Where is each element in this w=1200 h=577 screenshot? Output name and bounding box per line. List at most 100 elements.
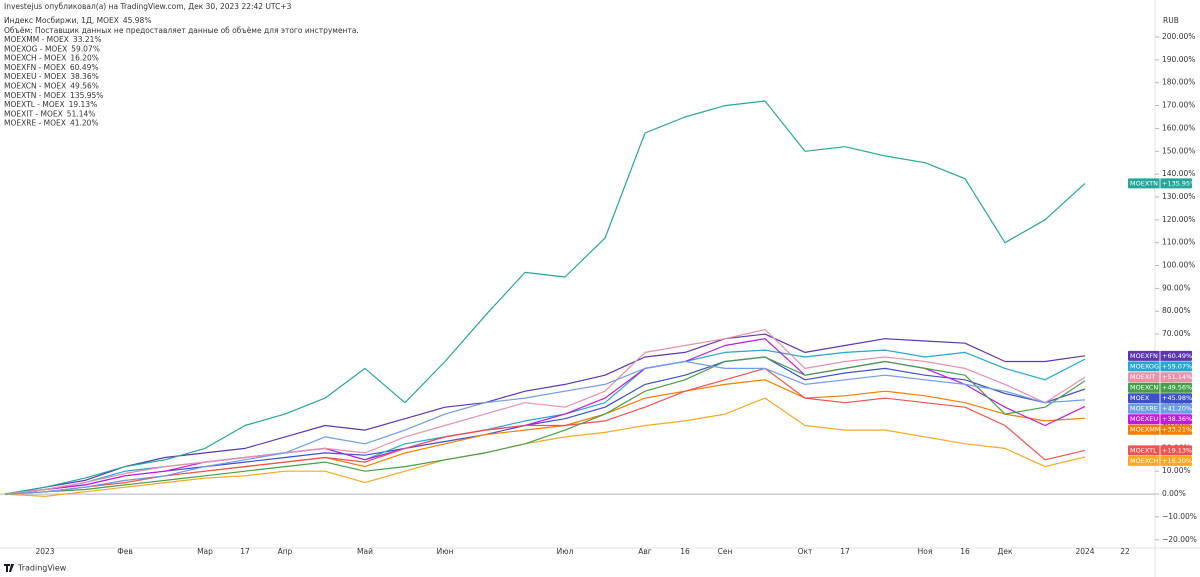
x-tick-label: Июн: [437, 547, 454, 556]
y-tick-label: 180.00%: [1162, 78, 1195, 87]
y-tick-label: 170.00%: [1162, 101, 1195, 110]
y-tick-label: 150.00%: [1162, 146, 1195, 155]
x-tick-label: Авг: [638, 547, 652, 556]
end-tag-value: +51.14%: [1162, 373, 1192, 381]
end-tag: MOEXOG +59.07%: [1128, 361, 1192, 372]
legend-entry: MOEXRE - MOEX 41.20%: [4, 119, 99, 128]
x-tick-label: Май: [357, 547, 373, 556]
legend-entry: MOEXCN - MOEX 49.56%: [4, 82, 99, 91]
x-tick-label: 16: [960, 547, 970, 556]
y-tick-label: 120.00%: [1162, 215, 1195, 224]
legend-name: MOEXIT - MOEX: [4, 109, 63, 118]
brand: TradingView: [17, 564, 67, 573]
end-tag-name: MOEXTL: [1130, 446, 1157, 454]
end-tag-name: MOEXFN: [1130, 352, 1158, 360]
legend-value: 41.20%: [70, 119, 99, 128]
legend-entry: Индекс Мосбиржи, 1Д, MOEX 45.98%: [4, 16, 151, 25]
legend-entry: MOEXMM - MOEX 33.21%: [4, 35, 102, 44]
end-tag: MOEXIT +51.14%: [1128, 372, 1192, 383]
volume-note: Объём: Поставщик данных не предоставляет…: [4, 26, 359, 35]
end-tag-name: MOEXOG: [1130, 362, 1159, 370]
x-tick-label: 17: [840, 547, 850, 556]
series-line: [4, 360, 1086, 495]
series-line: [4, 100, 1086, 495]
y-tick-label: 70.00%: [1162, 329, 1191, 338]
legend-name: MOEXCH - MOEX: [4, 54, 66, 63]
end-tag: MOEXRE +41.20%: [1128, 403, 1192, 414]
legend-entry: MOEXEU - MOEX 38.36%: [4, 72, 99, 81]
end-tag-value: +59.07%: [1162, 362, 1192, 370]
legend-name: Индекс Мосбиржи, 1Д, MOEX: [4, 16, 119, 25]
legend-entry: MOEXFN - MOEX 60.49%: [4, 63, 99, 72]
series-line: [4, 328, 1086, 495]
author-line: Investejus опубликовал(а) на TradingView…: [4, 2, 292, 11]
end-tag-name: MOEXIT: [1130, 373, 1155, 381]
x-tick-label: 2023: [35, 547, 54, 556]
legend-name: MOEXTL - MOEX: [4, 100, 65, 109]
end-tag-name: MOEXTN: [1130, 179, 1158, 187]
y-tick-label: 10.00%: [1162, 466, 1191, 475]
x-tick-label: 16: [680, 547, 690, 556]
legend-name: MOEXOG - MOEX: [4, 44, 67, 53]
x-tick-label: Мар: [197, 547, 213, 556]
legend-value: 49.56%: [70, 82, 99, 91]
series-line: [4, 356, 1086, 495]
legend-name: MOEXTN - MOEX: [4, 91, 66, 100]
y-tick-label: 160.00%: [1162, 123, 1195, 132]
legend-value: 135.95%: [70, 91, 103, 100]
legend-value: 38.36%: [70, 72, 99, 81]
x-tick-label: 2024: [1075, 547, 1094, 556]
end-tag-value: +38.36%: [1162, 415, 1192, 423]
legend-name: MOEXEU - MOEX: [4, 72, 66, 81]
end-tag: MOEXMM +33.21%: [1128, 424, 1192, 435]
legend-entry: MOEXOG - MOEX 59.07%: [4, 44, 100, 53]
y-tick-label: 200.00%: [1162, 32, 1195, 41]
y-tick-label: −10.00%: [1162, 512, 1197, 521]
x-tick-label: Сен: [718, 547, 733, 556]
x-tick-label: Окт: [798, 547, 813, 556]
y-tick-label: 190.00%: [1162, 55, 1195, 64]
end-tag-value: +45.98%: [1162, 394, 1192, 402]
legend-name: MOEXRE - MOEX: [4, 119, 66, 128]
end-tag-value: +16.20%: [1162, 457, 1192, 465]
legend-name: MOEXFN - MOEX: [4, 63, 66, 72]
y-tick-label: 100.00%: [1162, 261, 1195, 270]
legend-value: 51.14%: [67, 109, 96, 118]
y-tick-label: 110.00%: [1162, 238, 1195, 247]
legend-entry: MOEXCH - MOEX 16.20%: [4, 54, 99, 63]
end-tag: MOEXTL +19.13%: [1128, 445, 1192, 456]
x-tick-label: Июл: [557, 547, 574, 556]
end-tag-name: MOEXEU: [1130, 415, 1158, 423]
y-tick-label: 0.00%: [1162, 489, 1186, 498]
x-tick-label: Ноя: [918, 547, 933, 556]
x-tick-label: Фев: [117, 547, 133, 556]
x-tick-label: Апр: [278, 547, 293, 556]
legend-value: 19.13%: [69, 100, 98, 109]
legend-name: MOEXCN - MOEX: [4, 82, 66, 91]
brand-logo: [4, 564, 14, 572]
end-tag: MOEXCN +49.56%: [1128, 382, 1192, 393]
end-tag-name: MOEXMM: [1130, 426, 1161, 434]
legend-value: 59.07%: [71, 44, 100, 53]
x-tick-label: 17: [240, 547, 250, 556]
end-tag: MOEXCH +16.20%: [1128, 455, 1192, 466]
end-tag-value: +19.13%: [1162, 446, 1192, 454]
end-tag-value: +60.49%: [1162, 352, 1192, 360]
legend-value: 33.21%: [73, 35, 102, 44]
end-tag-value: +41.20%: [1162, 405, 1192, 413]
legend-entry: MOEXIT - MOEX 51.14%: [4, 109, 95, 118]
end-tag-name: MOEXRE: [1130, 405, 1158, 413]
legend-entry: MOEXTN - MOEX 135.95%: [4, 91, 103, 100]
end-tag-name: MOEX: [1130, 394, 1150, 402]
end-tag: MOEXTN +135.95%: [1128, 178, 1196, 189]
legend-name: MOEXMM - MOEX: [4, 35, 69, 44]
series-line: [4, 333, 1086, 495]
legend-value: 45.98%: [123, 16, 152, 25]
end-tag-value: +33.21%: [1162, 426, 1192, 434]
x-tick-label: Дек: [997, 547, 1012, 556]
end-tag-value: +49.56%: [1162, 384, 1192, 392]
legend-value: 16.20%: [70, 54, 99, 63]
end-tag-name: MOEXCN: [1130, 384, 1158, 392]
end-tag: MOEXEU +38.36%: [1128, 414, 1192, 425]
